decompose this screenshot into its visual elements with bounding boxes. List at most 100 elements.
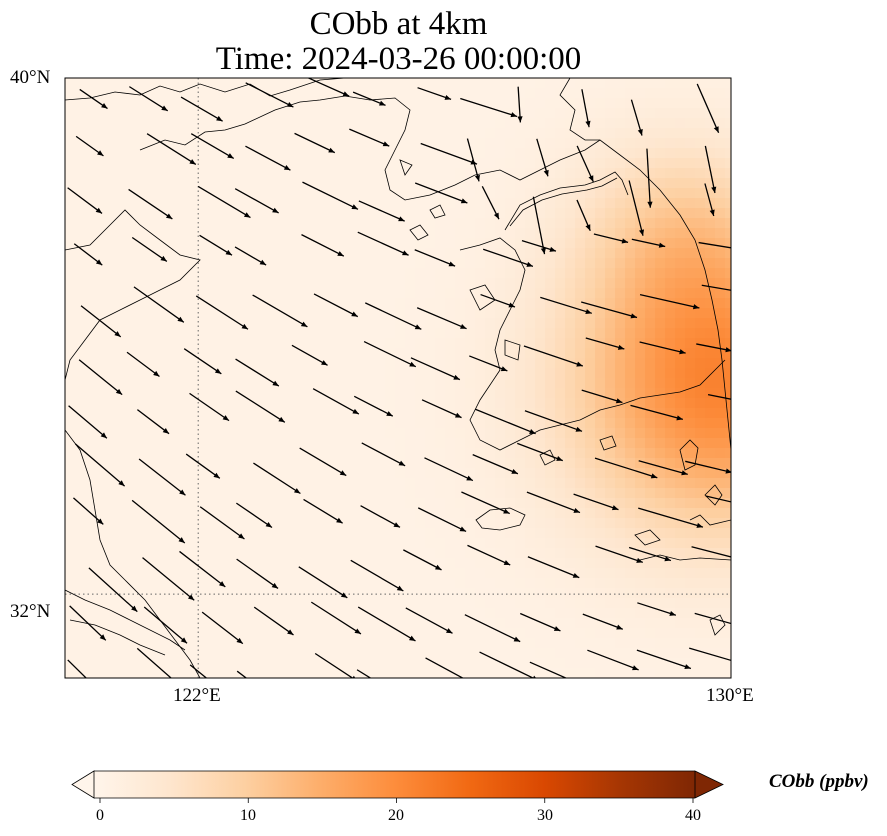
wind-arrow [573, 493, 619, 511]
wind-arrow [691, 546, 731, 558]
wind-arrow [701, 284, 731, 291]
wind-arrow [310, 601, 362, 635]
wind-arrow [704, 183, 715, 217]
wind-arrow [646, 148, 653, 208]
wind-arrow [425, 657, 464, 678]
wind-arrow [698, 241, 731, 249]
wind-arrow [417, 87, 452, 101]
wind-arrow [69, 605, 107, 641]
wind-arrow [526, 491, 581, 514]
wind-arrow [294, 132, 336, 154]
cobb-field [65, 78, 731, 678]
wind-arrow [234, 246, 267, 266]
wind-arrow [180, 96, 223, 122]
colorbar-tick-30: 30 [537, 807, 553, 824]
wind-arrow [532, 196, 546, 255]
wind-vectors [67, 78, 731, 678]
wind-arrow [298, 566, 348, 599]
wind-arrow [78, 359, 123, 396]
wind-arrow [183, 348, 222, 375]
wind-arrow [631, 238, 666, 248]
wind-arrow [461, 491, 510, 515]
wind-arrow [638, 507, 704, 528]
wind-arrow [685, 460, 731, 474]
wind-arrow [540, 296, 593, 315]
wind-arrow [585, 337, 625, 350]
colorbar-tick-0: 0 [96, 807, 104, 824]
wind-arrow [312, 388, 360, 415]
wind-arrow [582, 613, 624, 630]
wind-arrow [356, 669, 372, 678]
wind-arrow [128, 188, 173, 220]
wind-arrow [245, 145, 291, 171]
colorbar-min-extend [71, 770, 95, 799]
colorbar-tick-10: 10 [240, 807, 256, 824]
wind-arrow [253, 606, 294, 636]
wind-arrow [252, 294, 308, 328]
wind-arrow [314, 652, 356, 678]
wind-arrow [414, 182, 468, 204]
wind-arrow [424, 457, 474, 482]
wind-arrow [307, 78, 350, 97]
wind-arrow [195, 295, 249, 330]
wind-arrow [639, 341, 686, 355]
wind-arrow [189, 664, 208, 678]
wind-arrow [460, 97, 518, 118]
wind-arrow [313, 293, 359, 318]
wind-arrow [410, 357, 461, 381]
wind-arrow [472, 454, 519, 475]
colorbar [71, 770, 724, 803]
wind-arrow [467, 544, 511, 566]
wind-arrow [353, 395, 394, 417]
wind-arrow [190, 133, 235, 160]
wind-arrow [234, 188, 279, 214]
wind-arrow [628, 546, 672, 562]
wind-arrow [357, 606, 416, 642]
wind-arrow [189, 392, 230, 422]
gridlines [65, 78, 731, 678]
map-title-line1: CObb at 4km [309, 6, 488, 42]
wind-arrow [536, 138, 549, 177]
map-title-line2: Time: 2024-03-26 00:00:00 [215, 41, 582, 77]
wind-arrow [466, 138, 480, 182]
wind-arrow [707, 393, 731, 400]
wind-arrow [303, 498, 343, 524]
wind-arrow [529, 661, 568, 678]
wind-arrow [133, 286, 185, 323]
wind-arrow [689, 647, 731, 662]
wind-arrow [403, 549, 442, 571]
wind-arrow [479, 651, 537, 678]
wind-arrow [576, 145, 594, 183]
wind-arrow [301, 234, 345, 257]
wind-arrow [405, 607, 453, 634]
lon-label-130: 130°E [706, 685, 754, 706]
wind-arrow [67, 187, 103, 214]
wind-arrow [199, 506, 245, 540]
map-frame [64, 77, 732, 679]
wind-arrow [146, 133, 197, 166]
wind-arrow [143, 606, 188, 644]
wind-arrow [595, 545, 643, 563]
wind-arrow [527, 556, 580, 579]
lat-label-40: 40°N [10, 67, 51, 88]
wind-arrow [136, 409, 170, 435]
wind-arrow [185, 453, 221, 479]
wind-arrow [475, 408, 536, 435]
wind-arrow [126, 351, 160, 378]
wind-arrow [199, 234, 233, 256]
wind-arrow [414, 249, 456, 267]
wind-arrow [694, 612, 731, 625]
wind-arrow [299, 447, 347, 477]
wind-arrow [74, 443, 126, 487]
wind-arrow [349, 128, 390, 147]
colorbar-tick-40: 40 [685, 807, 701, 824]
wind-arrow [350, 559, 404, 592]
wind-arrow [364, 302, 422, 330]
wind-arrow [236, 558, 279, 589]
wind-arrow [235, 358, 280, 387]
wind-arrow [88, 567, 138, 613]
wind-arrow [128, 86, 169, 112]
wind-arrow [464, 614, 521, 643]
wind-arrow [704, 145, 717, 194]
wind-arrow [594, 457, 658, 479]
